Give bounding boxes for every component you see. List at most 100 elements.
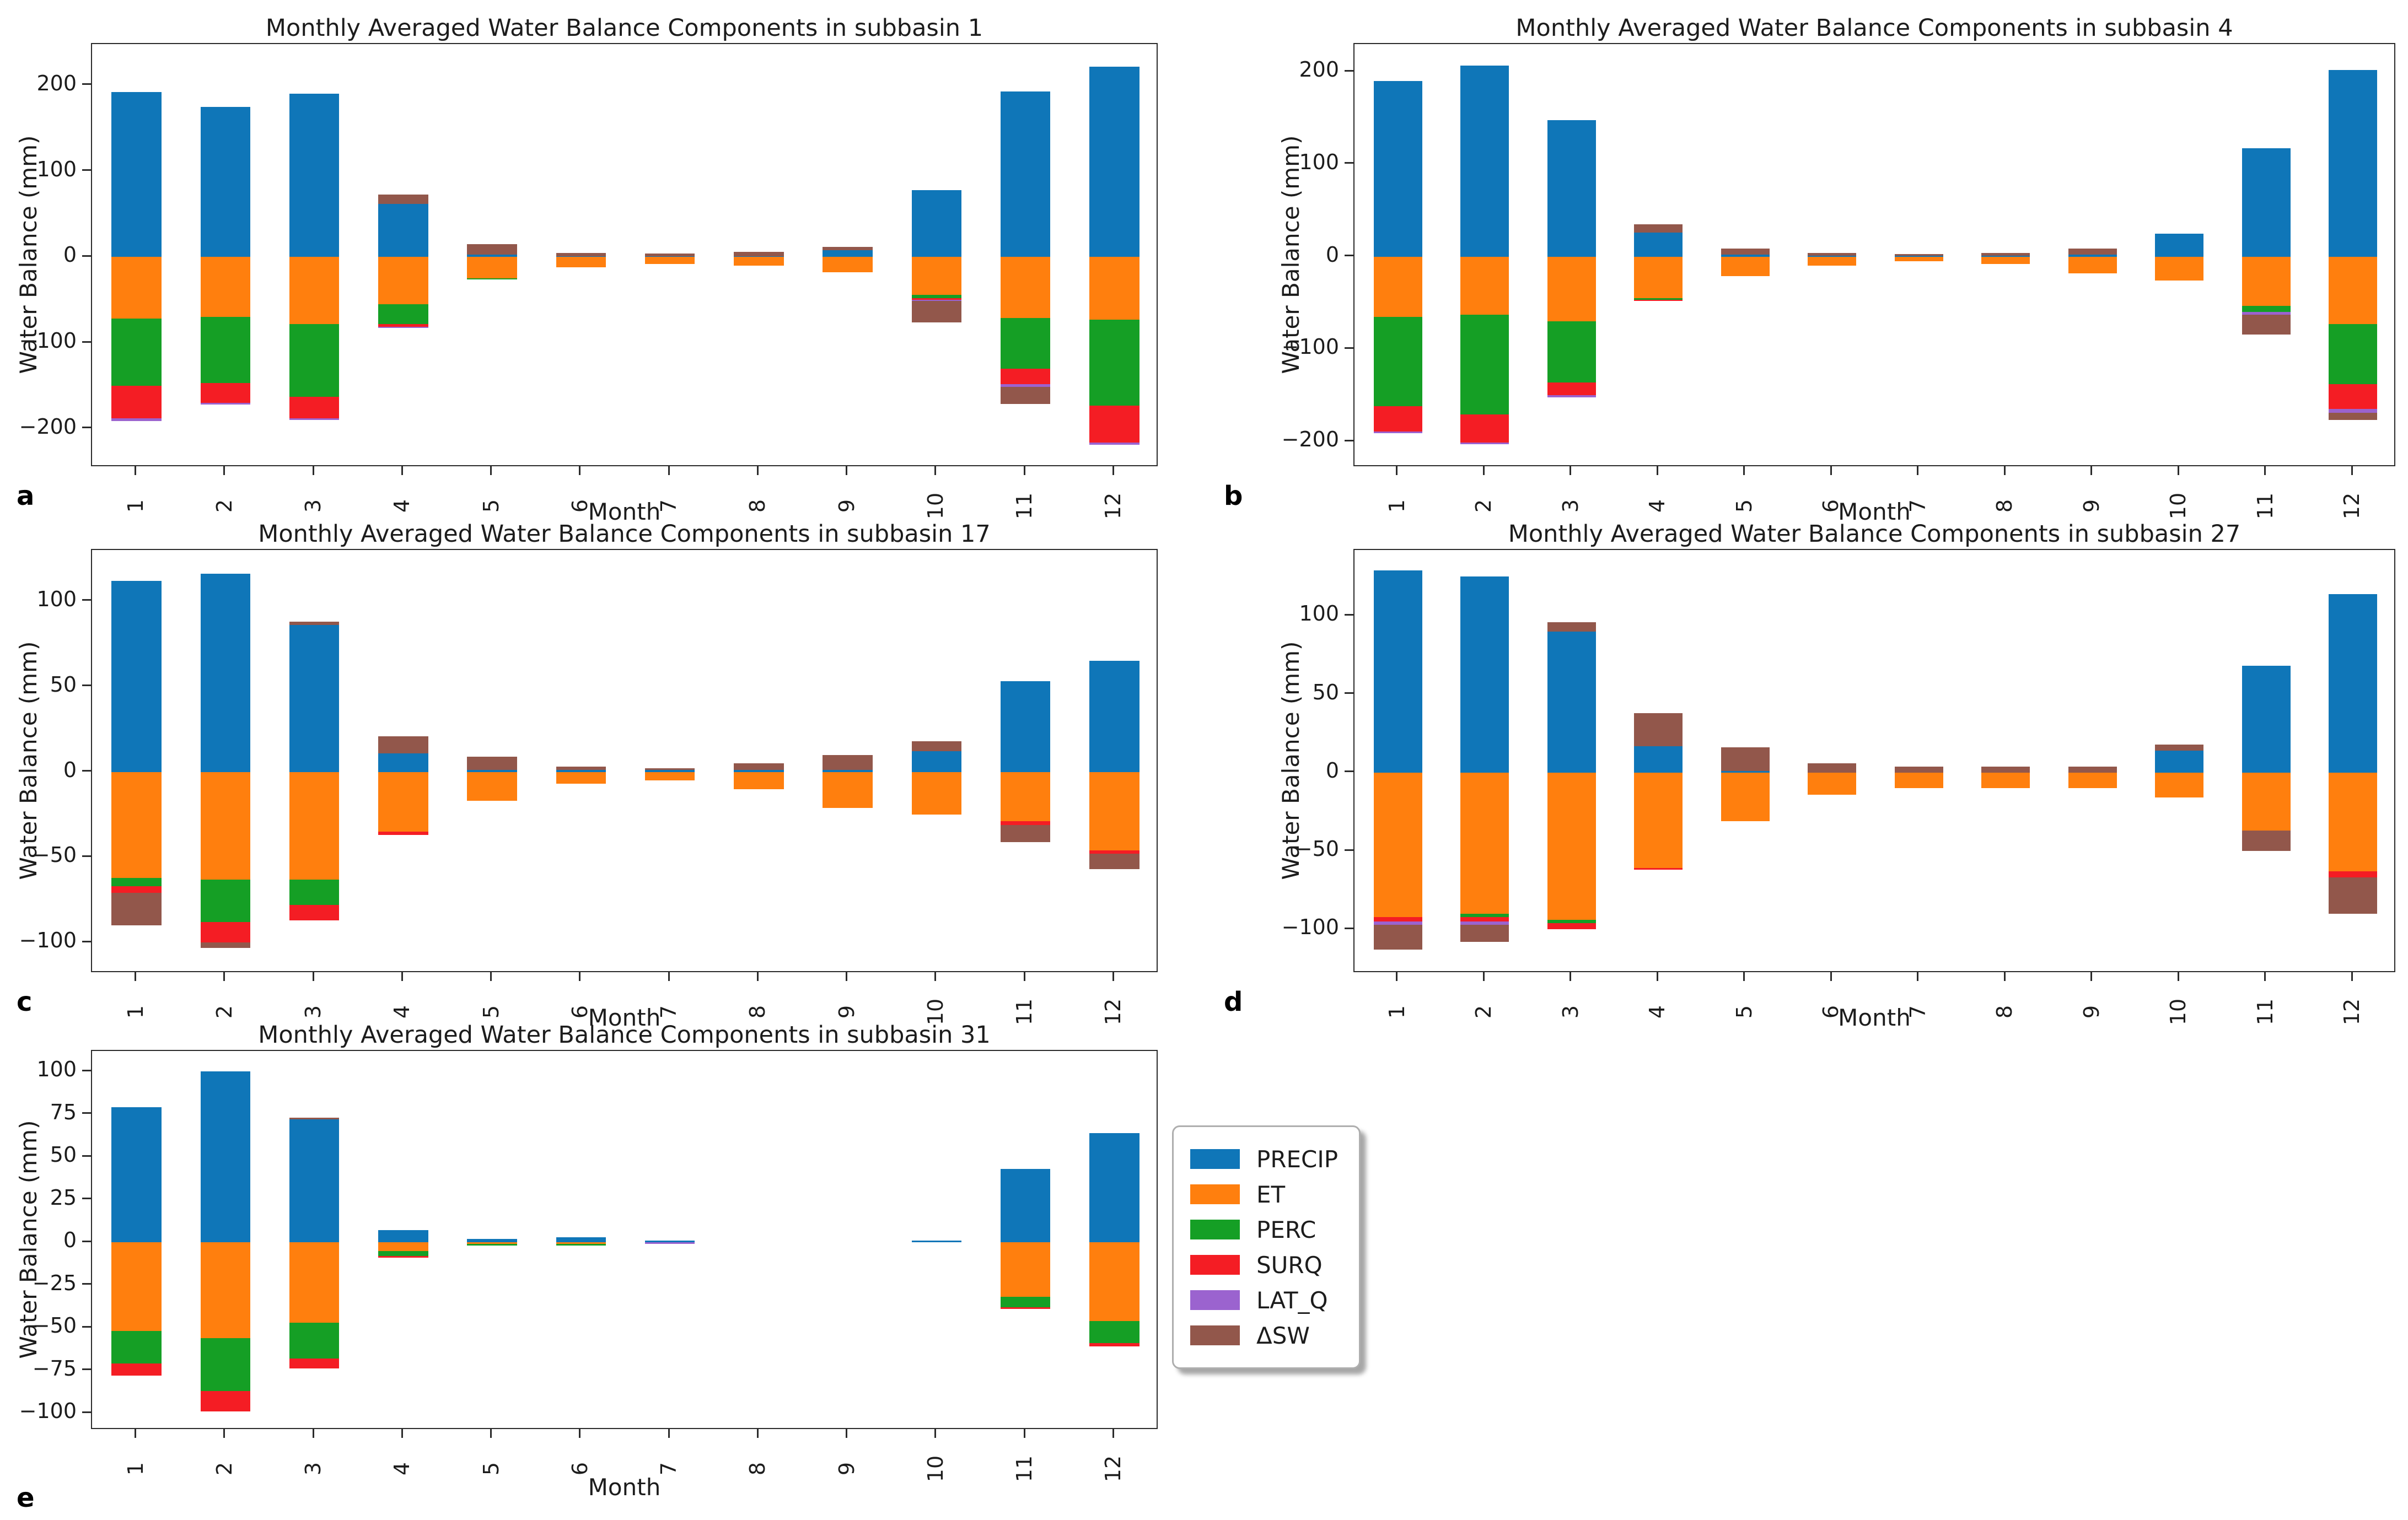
bar-segment-PRECIP (378, 203, 428, 257)
bar-segment-ET (378, 1242, 428, 1251)
x-tick-mark (1023, 972, 1025, 981)
bar-segment-DSW (1981, 766, 2030, 773)
bar-segment-PRECIP (1894, 256, 1943, 257)
bar-segment-DSW (1089, 854, 1140, 870)
bar-segment-SURQ (1547, 382, 1596, 396)
y-tick-label: −200 (1281, 427, 1339, 452)
bar-segment-PRECIP (2329, 69, 2378, 257)
bar-segment-PRECIP (2155, 233, 2204, 257)
chart-panel-a: Monthly Averaged Water Balance Component… (0, 0, 1204, 525)
bar-segment-ET (734, 257, 784, 266)
x-tick-mark (135, 466, 137, 475)
bar-segment-ET (200, 257, 251, 317)
bar-segment-LAT_Q (2329, 409, 2378, 413)
bar-segment-PRECIP (200, 106, 251, 257)
x-tick-mark (135, 1429, 137, 1438)
bar-segment-DSW (1000, 386, 1051, 404)
bar-segment-SURQ (378, 1255, 428, 1258)
bar-segment-ET (2242, 256, 2291, 306)
bar-segment-ET (2155, 772, 2204, 798)
bar-segment-PRECIP (289, 1119, 340, 1243)
bar-segment-LAT_Q (111, 418, 162, 421)
bar-segment-SURQ (111, 1363, 162, 1376)
bar-segment-DSW (1808, 252, 1857, 256)
bar-segment-PERC (1000, 317, 1051, 369)
bar-segment-PRECIP (1808, 256, 1857, 257)
x-tick-label: 1 (123, 1462, 148, 1476)
bar-segment-ET (1894, 256, 1943, 262)
x-tick-mark (668, 466, 670, 475)
bar-segment-ET (1547, 772, 1596, 920)
x-tick-mark (1917, 972, 1919, 981)
bar-segment-ET (111, 257, 162, 319)
bar-segment-DSW (1721, 747, 1770, 772)
bar-segment-DSW (734, 251, 784, 256)
bar-segment-PRECIP (467, 1238, 517, 1243)
bar-segment-DSW (2242, 315, 2291, 335)
y-tick-label: −100 (1281, 335, 1339, 359)
x-tick-label: 4 (1645, 1005, 1670, 1019)
legend-label: PRECIP (1256, 1145, 1339, 1173)
x-tick-mark (846, 1429, 848, 1438)
y-tick-label: 50 (50, 672, 77, 697)
legend-label: LAT_Q (1256, 1286, 1328, 1314)
x-tick-mark (401, 1429, 403, 1438)
bar-segment-LAT_Q (1460, 921, 1509, 925)
y-tick-mark (1345, 770, 1353, 773)
bar-segment-DSW (644, 768, 695, 770)
bar-segment-DSW (1634, 224, 1683, 233)
bar-segment-LAT_Q (1460, 442, 1509, 445)
x-tick-label: 9 (2079, 1005, 2104, 1019)
bar-segment-DSW (1721, 248, 1770, 255)
bar-segment-SURQ (1000, 1307, 1051, 1309)
bar-segment-PRECIP (823, 250, 873, 257)
bar-segment-PRECIP (734, 256, 784, 257)
bar-segment-ET (1981, 256, 2030, 265)
bar-segment-ET (2068, 772, 2117, 789)
y-tick-label: −50 (32, 843, 77, 867)
x-tick-mark (312, 466, 314, 475)
bar-segment-ET (1089, 257, 1140, 320)
x-tick-label: 3 (301, 1462, 326, 1476)
y-tick-mark (82, 1411, 91, 1413)
bar-segment-PRECIP (2242, 148, 2291, 257)
bar-segment-PRECIP (1000, 1168, 1051, 1243)
bar-segment-ET (911, 772, 962, 815)
bar-segment-PERC (2329, 324, 2378, 385)
chart-panel-d: Monthly Averaged Water Balance Component… (1204, 506, 2408, 1031)
x-tick-mark (756, 466, 759, 475)
panel-letter: a (17, 481, 35, 511)
y-tick-label: 0 (1325, 242, 1339, 267)
bar-segment-PRECIP (556, 770, 606, 772)
bar-segment-ET (1981, 772, 2030, 789)
bar-segment-PERC (1000, 1297, 1051, 1307)
bar-segment-SURQ (1000, 368, 1051, 384)
bar-segment-PERC (467, 1244, 517, 1246)
bar-segment-ET (2329, 256, 2378, 325)
bar-segment-PERC (2242, 305, 2291, 312)
plot-area (91, 43, 1158, 466)
x-tick-mark (1112, 972, 1114, 981)
bar-segment-DSW (378, 736, 428, 753)
bar-segment-ET (644, 257, 695, 264)
x-tick-mark (1830, 972, 1832, 981)
y-tick-label: 25 (50, 1185, 77, 1210)
x-tick-mark (2264, 466, 2266, 475)
bar-segment-SURQ (1000, 821, 1051, 825)
bar-segment-PRECIP (556, 1237, 606, 1243)
x-tick-mark (756, 1429, 759, 1438)
bar-segment-DSW (1634, 713, 1683, 746)
bar-segment-PRECIP (378, 1230, 428, 1243)
x-tick-mark (1830, 466, 1832, 475)
y-tick-label: 50 (50, 1142, 77, 1167)
x-tick-label: 7 (657, 1462, 681, 1476)
bar-segment-ET (1000, 257, 1051, 318)
bar-segment-PRECIP (467, 254, 517, 257)
bar-segment-PERC (1460, 913, 1509, 917)
bar-segment-PERC (111, 877, 162, 887)
bar-segment-PERC (378, 1251, 428, 1256)
bar-segment-PRECIP (289, 625, 340, 772)
bar-segment-PRECIP (1721, 255, 1770, 257)
x-tick-mark (668, 972, 670, 981)
x-axis-label: Month (1838, 498, 1911, 525)
